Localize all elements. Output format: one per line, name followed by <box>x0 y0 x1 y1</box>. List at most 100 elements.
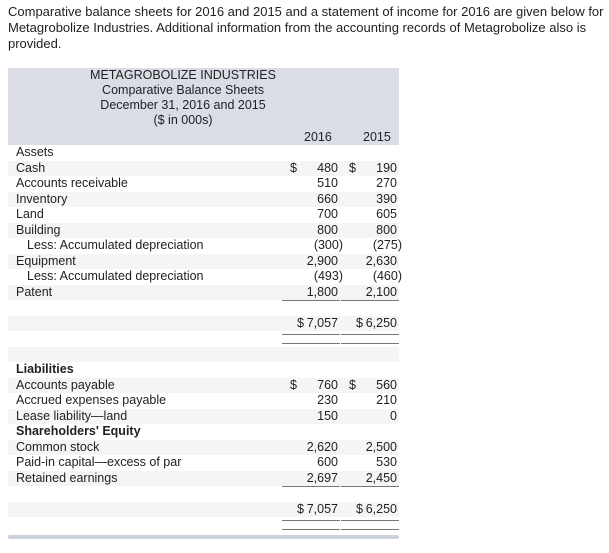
cell-2016 <box>282 334 340 344</box>
table-row: Inventory 660 390 <box>8 191 399 208</box>
cell-value: 1,800 <box>306 284 338 299</box>
cell-value: 2,100 <box>365 284 397 299</box>
cell-2015: $6,250 <box>341 316 399 332</box>
row-label: Inventory <box>16 191 68 206</box>
cell-2015: 270 <box>341 176 399 192</box>
table-row: Equipment 2,900 2,630 <box>8 253 399 270</box>
cell-value: 190 <box>376 160 397 175</box>
cell-2015: 530 <box>341 455 399 471</box>
row-label: Shareholders' Equity <box>16 424 141 438</box>
table-section-row <box>8 346 399 363</box>
row-label: Retained earnings <box>16 470 118 485</box>
cell-2015: $560 <box>341 378 399 394</box>
row-label: Liabilities <box>16 362 74 376</box>
cell-2016: $7,057 <box>282 502 340 518</box>
table-section-row: Shareholders' Equity <box>8 424 399 440</box>
row-label: Common stock <box>16 439 100 454</box>
cell-2015: 210 <box>341 393 399 409</box>
cell-2015: 605 <box>341 207 399 223</box>
table-section-row: Liabilities <box>8 362 399 378</box>
cell-2016: 2,900 <box>282 254 340 270</box>
cell-2015: $190 <box>341 161 399 177</box>
dollar-sign: $ <box>356 315 363 330</box>
cell-2015 <box>341 347 399 363</box>
cell-2016: $480 <box>282 161 340 177</box>
scrollbar[interactable] <box>8 535 399 539</box>
cell-2015 <box>341 424 399 440</box>
cell-2015: 390 <box>341 192 399 208</box>
statement-units: ($ in 000s) <box>153 113 213 127</box>
cell-value: (275) <box>372 238 402 252</box>
company-name: METAGROBOLIZE INDUSTRIES <box>90 68 276 82</box>
cell-2016: (300) <box>282 238 343 254</box>
table-row: Patent 1,800 2,100 <box>8 284 399 301</box>
cell-2016: $760 <box>282 378 340 394</box>
cell-value: 210 <box>376 393 397 407</box>
cell-value: 2,450 <box>365 470 397 485</box>
table-row: Paid-in capital—excess of par 600 530 <box>8 455 399 471</box>
table-section-row: Assets <box>8 145 399 161</box>
cell-value: 2,620 <box>306 439 338 454</box>
cell-value: 7,057 <box>306 315 338 330</box>
table-body: Assets Cash $480 $190 Accounts receivable 510… <box>8 145 402 533</box>
table-row: Cash $480 $190 <box>8 160 399 177</box>
cell-2016 <box>282 362 340 378</box>
row-label: Land <box>16 207 44 221</box>
cell-2016 <box>282 347 340 363</box>
table-row: Less: Accumulated depreciation (300) (275) <box>8 238 402 254</box>
cell-2015: (460) <box>341 269 402 285</box>
row-label: Lease liability—land <box>16 408 128 423</box>
cell-2016: 2,620 <box>282 440 340 456</box>
row-label: Equipment <box>16 253 76 268</box>
cell-2016: 800 <box>282 223 340 239</box>
cell-value: 480 <box>317 160 338 175</box>
table-row: Building 800 800 <box>8 222 399 239</box>
row-label: Patent <box>16 284 53 299</box>
cell-value: 605 <box>376 207 397 221</box>
table-row: Common stock 2,620 2,500 <box>8 439 399 456</box>
row-label: Paid-in capital—excess of par <box>16 455 182 469</box>
table-row: Accounts payable $760 $560 <box>8 377 399 394</box>
cell-2016 <box>282 520 340 530</box>
cell-2016: $7,057 <box>282 316 340 332</box>
cell-value: 2,697 <box>306 470 338 485</box>
cell-value: 0 <box>390 408 397 423</box>
table-row: Retained earnings 2,697 2,450 <box>8 470 399 487</box>
cell-2016: 600 <box>282 455 340 471</box>
cell-2016 <box>282 486 340 502</box>
dollar-sign: $ <box>290 160 297 175</box>
cell-value: (460) <box>372 269 402 283</box>
cell-value: 800 <box>376 222 397 237</box>
cell-2016: 1,800 <box>282 285 340 301</box>
cell-value: 760 <box>317 377 338 392</box>
cell-value: 230 <box>317 393 338 407</box>
cell-value: 2,900 <box>306 253 338 268</box>
cell-2015: 0 <box>341 409 399 425</box>
statement-title: Comparative Balance Sheets <box>102 83 264 97</box>
dollar-sign: $ <box>349 377 356 392</box>
row-label: Accounts receivable <box>16 176 128 190</box>
table-row: Less: Accumulated depreciation (493) (460) <box>8 269 402 285</box>
cell-2016: 700 <box>282 207 340 223</box>
dollar-sign: $ <box>349 160 356 175</box>
cell-value: 6,250 <box>365 501 397 516</box>
table-row: Lease liability—land 150 0 <box>8 408 399 425</box>
statement-date: December 31, 2016 and 2015 <box>100 98 266 112</box>
cell-value: 510 <box>317 176 338 190</box>
cell-2015 <box>341 362 399 378</box>
cell-2015: $6,250 <box>341 502 399 518</box>
cell-2015 <box>341 145 399 161</box>
cell-2015: 2,630 <box>341 254 399 270</box>
cell-2015 <box>341 300 399 316</box>
row-label: Accrued expenses payable <box>16 393 167 407</box>
cell-2015: (275) <box>341 238 402 254</box>
cell-value: 560 <box>376 377 397 392</box>
table-row: $7,057 $6,250 <box>8 315 399 332</box>
column-header-2015: 2015 <box>363 130 391 144</box>
cell-2015: 2,100 <box>341 285 399 301</box>
cell-2016: 2,697 <box>282 471 340 487</box>
table-row: $7,057 $6,250 <box>8 501 399 518</box>
table-rule-row <box>8 486 399 502</box>
cell-2015: 2,500 <box>341 440 399 456</box>
table-header: METAGROBOLIZE INDUSTRIES Comparative Bal… <box>8 68 399 145</box>
